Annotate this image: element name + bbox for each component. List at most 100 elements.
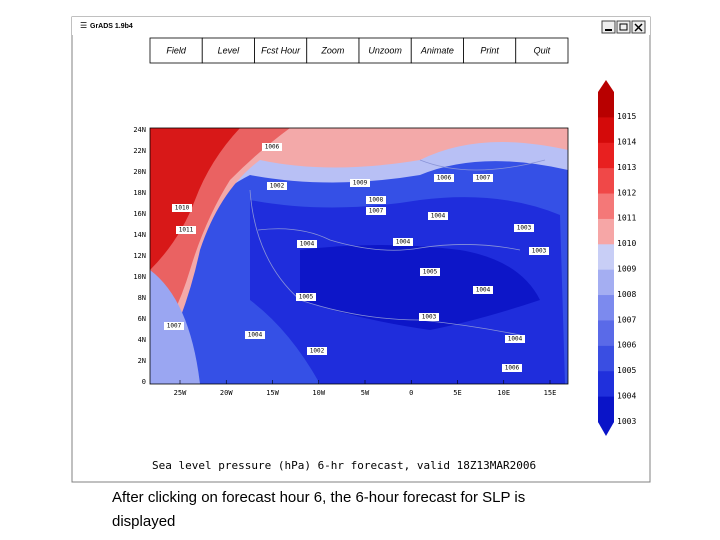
colorbar-swatch <box>598 218 614 245</box>
contour-label-box <box>307 347 327 355</box>
colorbar-swatch <box>598 193 614 220</box>
map: 24N 22N 20N 18N 16N 14N 12N 10N 8N 6N 4N 2N 0 25W 20W 1… <box>133 126 569 397</box>
lon-label: 15W <box>266 389 279 397</box>
toolbar-button[interactable]: Quit <box>515 37 569 64</box>
contour-label-box <box>366 196 386 204</box>
contour-label: 1007 <box>369 208 384 215</box>
region-1003 <box>300 245 540 330</box>
caption-line: displayed <box>112 513 175 530</box>
contour-label: 1004 <box>431 213 446 220</box>
contour-label: 1003 <box>532 248 547 255</box>
button-label: Animate <box>420 45 454 55</box>
contour-label: 1010 <box>175 205 190 212</box>
colorbar-label: 1011 <box>617 214 636 223</box>
button-label: Unzoom <box>368 45 402 55</box>
contour-label: 1011 <box>179 227 194 234</box>
contour-label-box <box>267 182 287 190</box>
colorbar-swatch <box>598 269 614 296</box>
minimize-button[interactable] <box>601 20 616 34</box>
contour-label: 1005 <box>299 294 314 301</box>
colorbar-label: 1015 <box>617 112 636 121</box>
contour-label-box <box>176 226 196 234</box>
lat-label: 2N <box>138 357 146 365</box>
lat-label: 4N <box>138 336 146 344</box>
colorbar: 1015 1014 1013 1012 1011 1010 1009 1008 1007 1006… <box>598 80 636 436</box>
colorbar-cap-top <box>598 80 614 92</box>
contour-label-box <box>502 364 522 372</box>
lat-label: 12N <box>133 252 146 260</box>
lon-label: 10W <box>312 389 325 397</box>
colorbar-label: 1013 <box>617 163 636 172</box>
button-face <box>149 37 203 64</box>
contour-label: 1008 <box>369 197 384 204</box>
contour-label: 1004 <box>508 336 523 343</box>
colorbar-swatch <box>598 168 614 195</box>
contour-label: 1006 <box>505 365 520 372</box>
lon-label: 5E <box>453 389 461 397</box>
lat-label: 8N <box>138 294 146 302</box>
contour-label-box <box>434 174 454 182</box>
colorbar-label: 1006 <box>617 341 636 350</box>
contour-label: 1007 <box>167 323 182 330</box>
colorbar-swatch <box>598 244 614 271</box>
contour-label: 1004 <box>248 332 263 339</box>
contour-label-box <box>419 313 439 321</box>
lat-label: 6N <box>138 315 146 323</box>
colorbar-label: 1010 <box>617 239 636 248</box>
button-label: Fcst Hour <box>261 45 301 55</box>
contour-label: 1005 <box>423 269 438 276</box>
button-label: Quit <box>534 45 551 55</box>
lat-label: 18N <box>133 189 146 197</box>
colorbar-swatch <box>598 345 614 372</box>
colorbar-swatch <box>598 142 614 169</box>
map-frame <box>149 127 569 385</box>
contour-label-box <box>529 247 549 255</box>
toolbar-button[interactable]: Zoom <box>306 37 360 64</box>
toolbar-button[interactable]: Animate <box>410 37 464 64</box>
lat-label: 14N <box>133 231 146 239</box>
contour-label-box <box>164 322 184 330</box>
contour-label-box <box>428 212 448 220</box>
toolbar-button[interactable]: Fcst Hour <box>254 37 308 64</box>
colorbar-label: 1008 <box>617 290 636 299</box>
colorbar-swatch <box>598 320 614 347</box>
button-face <box>515 37 569 64</box>
contour-label: 1002 <box>310 348 325 355</box>
toolbar-button[interactable]: Unzoom <box>358 37 412 64</box>
button-label: Field <box>166 45 187 55</box>
app-icon: ☰ <box>80 21 87 30</box>
button-label: Print <box>480 45 499 55</box>
contour-label-box <box>393 238 413 246</box>
toolbar-button[interactable]: Print <box>463 37 517 64</box>
colorbar-label: 1007 <box>617 315 636 324</box>
window-controls <box>601 20 646 34</box>
window-title: GrADS 1.9b4 <box>90 23 133 30</box>
colorbar-label: 1004 <box>617 391 636 400</box>
contour-label: 1002 <box>270 183 285 190</box>
maximize-button[interactable] <box>616 20 631 34</box>
toolbar-button[interactable]: Field <box>149 37 203 64</box>
contour-label-box <box>297 240 317 248</box>
lon-label: 20W <box>220 389 233 397</box>
lat-label: 10N <box>133 273 146 281</box>
colorbar-label: 1012 <box>617 188 636 197</box>
lon-label: 10E <box>497 389 510 397</box>
colorbar-swatch <box>598 371 614 398</box>
button-face <box>463 37 517 64</box>
toolbar-button[interactable]: Level <box>201 37 255 64</box>
lat-label: 24N <box>133 126 146 134</box>
contour-label-box <box>296 293 316 301</box>
lat-label: 16N <box>133 210 146 218</box>
contour-label-box <box>420 268 440 276</box>
contour-label: 1009 <box>353 180 368 187</box>
colorbar-cap-bottom <box>598 422 614 436</box>
toolbar: Field Level Fcst Hour Zoom Unzoom Animate Prin… <box>149 37 569 64</box>
contour-label: 1004 <box>300 241 315 248</box>
colorbar-swatch <box>598 117 614 144</box>
colorbar-label: 1005 <box>617 366 636 375</box>
contour-label: 1007 <box>476 175 491 182</box>
lon-label: 15E <box>544 389 557 397</box>
lat-label: 20N <box>133 168 146 176</box>
contour-label: 1006 <box>265 144 280 151</box>
